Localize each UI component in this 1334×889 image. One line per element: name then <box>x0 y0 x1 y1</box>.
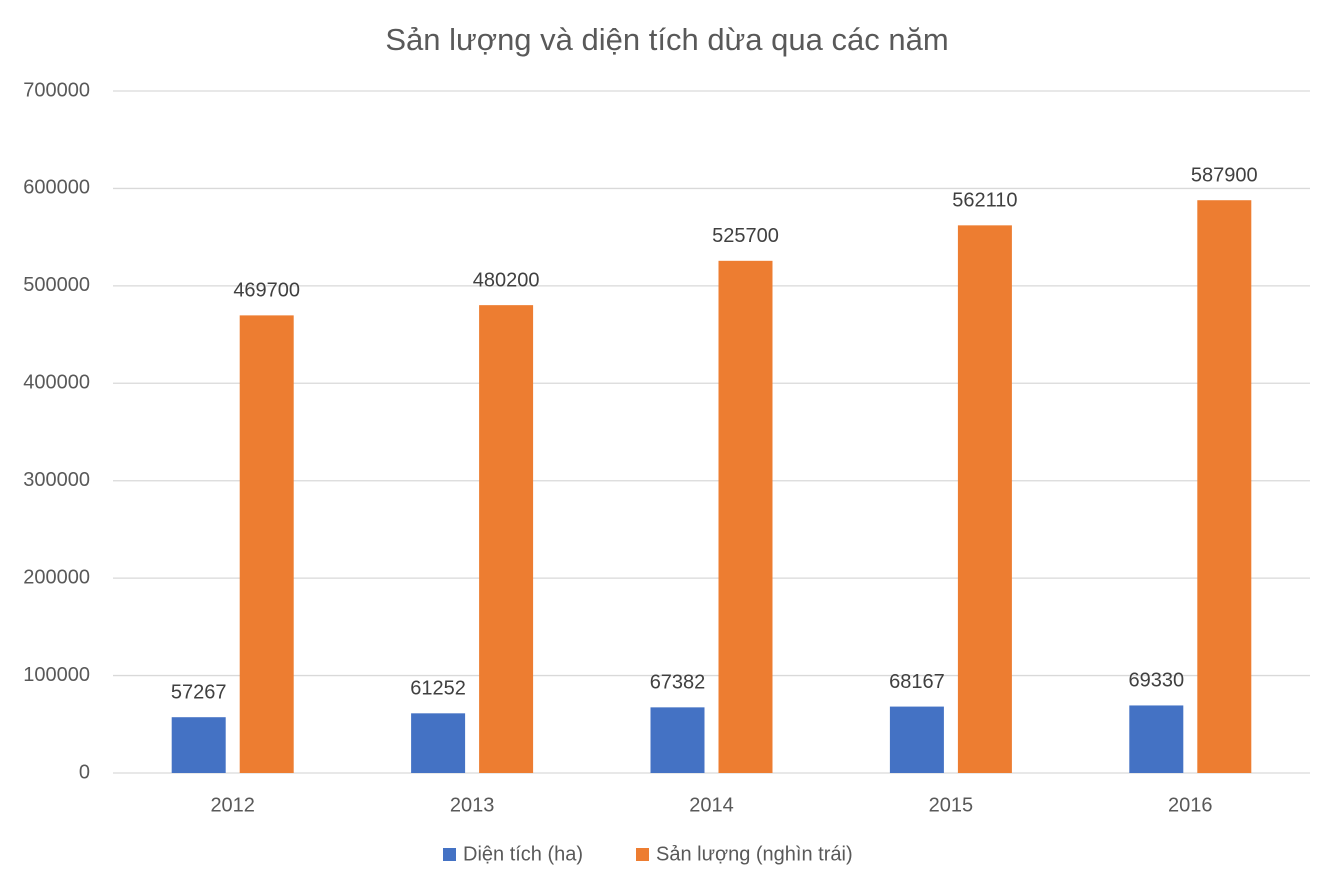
data-label: 562110 <box>952 190 1017 212</box>
data-label: 587900 <box>1191 164 1258 186</box>
y-tick-label: 500000 <box>23 274 90 296</box>
bar <box>479 305 534 773</box>
data-label: 525700 <box>712 225 779 247</box>
x-tick-label: 2012 <box>210 794 255 816</box>
x-tick-label: 2016 <box>1168 794 1213 816</box>
bar <box>957 225 1012 774</box>
bar <box>1129 705 1184 773</box>
data-label: 57267 <box>171 681 227 703</box>
y-tick-label: 700000 <box>23 79 90 101</box>
data-label: 469700 <box>233 280 300 302</box>
data-label: 69330 <box>1128 670 1184 692</box>
x-tick-label: 2015 <box>929 794 974 816</box>
bar <box>889 706 944 773</box>
data-label: 67382 <box>650 672 706 694</box>
chart-title: Sản lượng và diện tích dừa qua các năm <box>385 22 948 57</box>
data-label: 480200 <box>473 269 540 291</box>
y-tick-label: 0 <box>79 761 90 783</box>
bar <box>650 707 705 773</box>
y-tick-label: 200000 <box>23 566 90 588</box>
legend-swatch <box>636 848 649 861</box>
data-label: 68167 <box>889 671 945 693</box>
legend-label: Sản lượng (nghìn trái) <box>656 843 853 865</box>
y-tick-label: 400000 <box>23 372 90 394</box>
bar <box>411 713 466 773</box>
data-label: 61252 <box>410 678 466 700</box>
legend-label: Diện tích (ha) <box>463 843 583 865</box>
x-tick-label: 2014 <box>689 794 734 816</box>
y-tick-label: 300000 <box>23 469 90 491</box>
y-tick-label: 100000 <box>23 664 90 686</box>
legend-swatch <box>443 848 456 861</box>
x-tick-label: 2013 <box>450 794 495 816</box>
bar <box>171 717 226 773</box>
bar <box>239 315 294 773</box>
y-tick-label: 600000 <box>23 177 90 199</box>
bar <box>1197 200 1252 774</box>
bar <box>718 260 773 773</box>
